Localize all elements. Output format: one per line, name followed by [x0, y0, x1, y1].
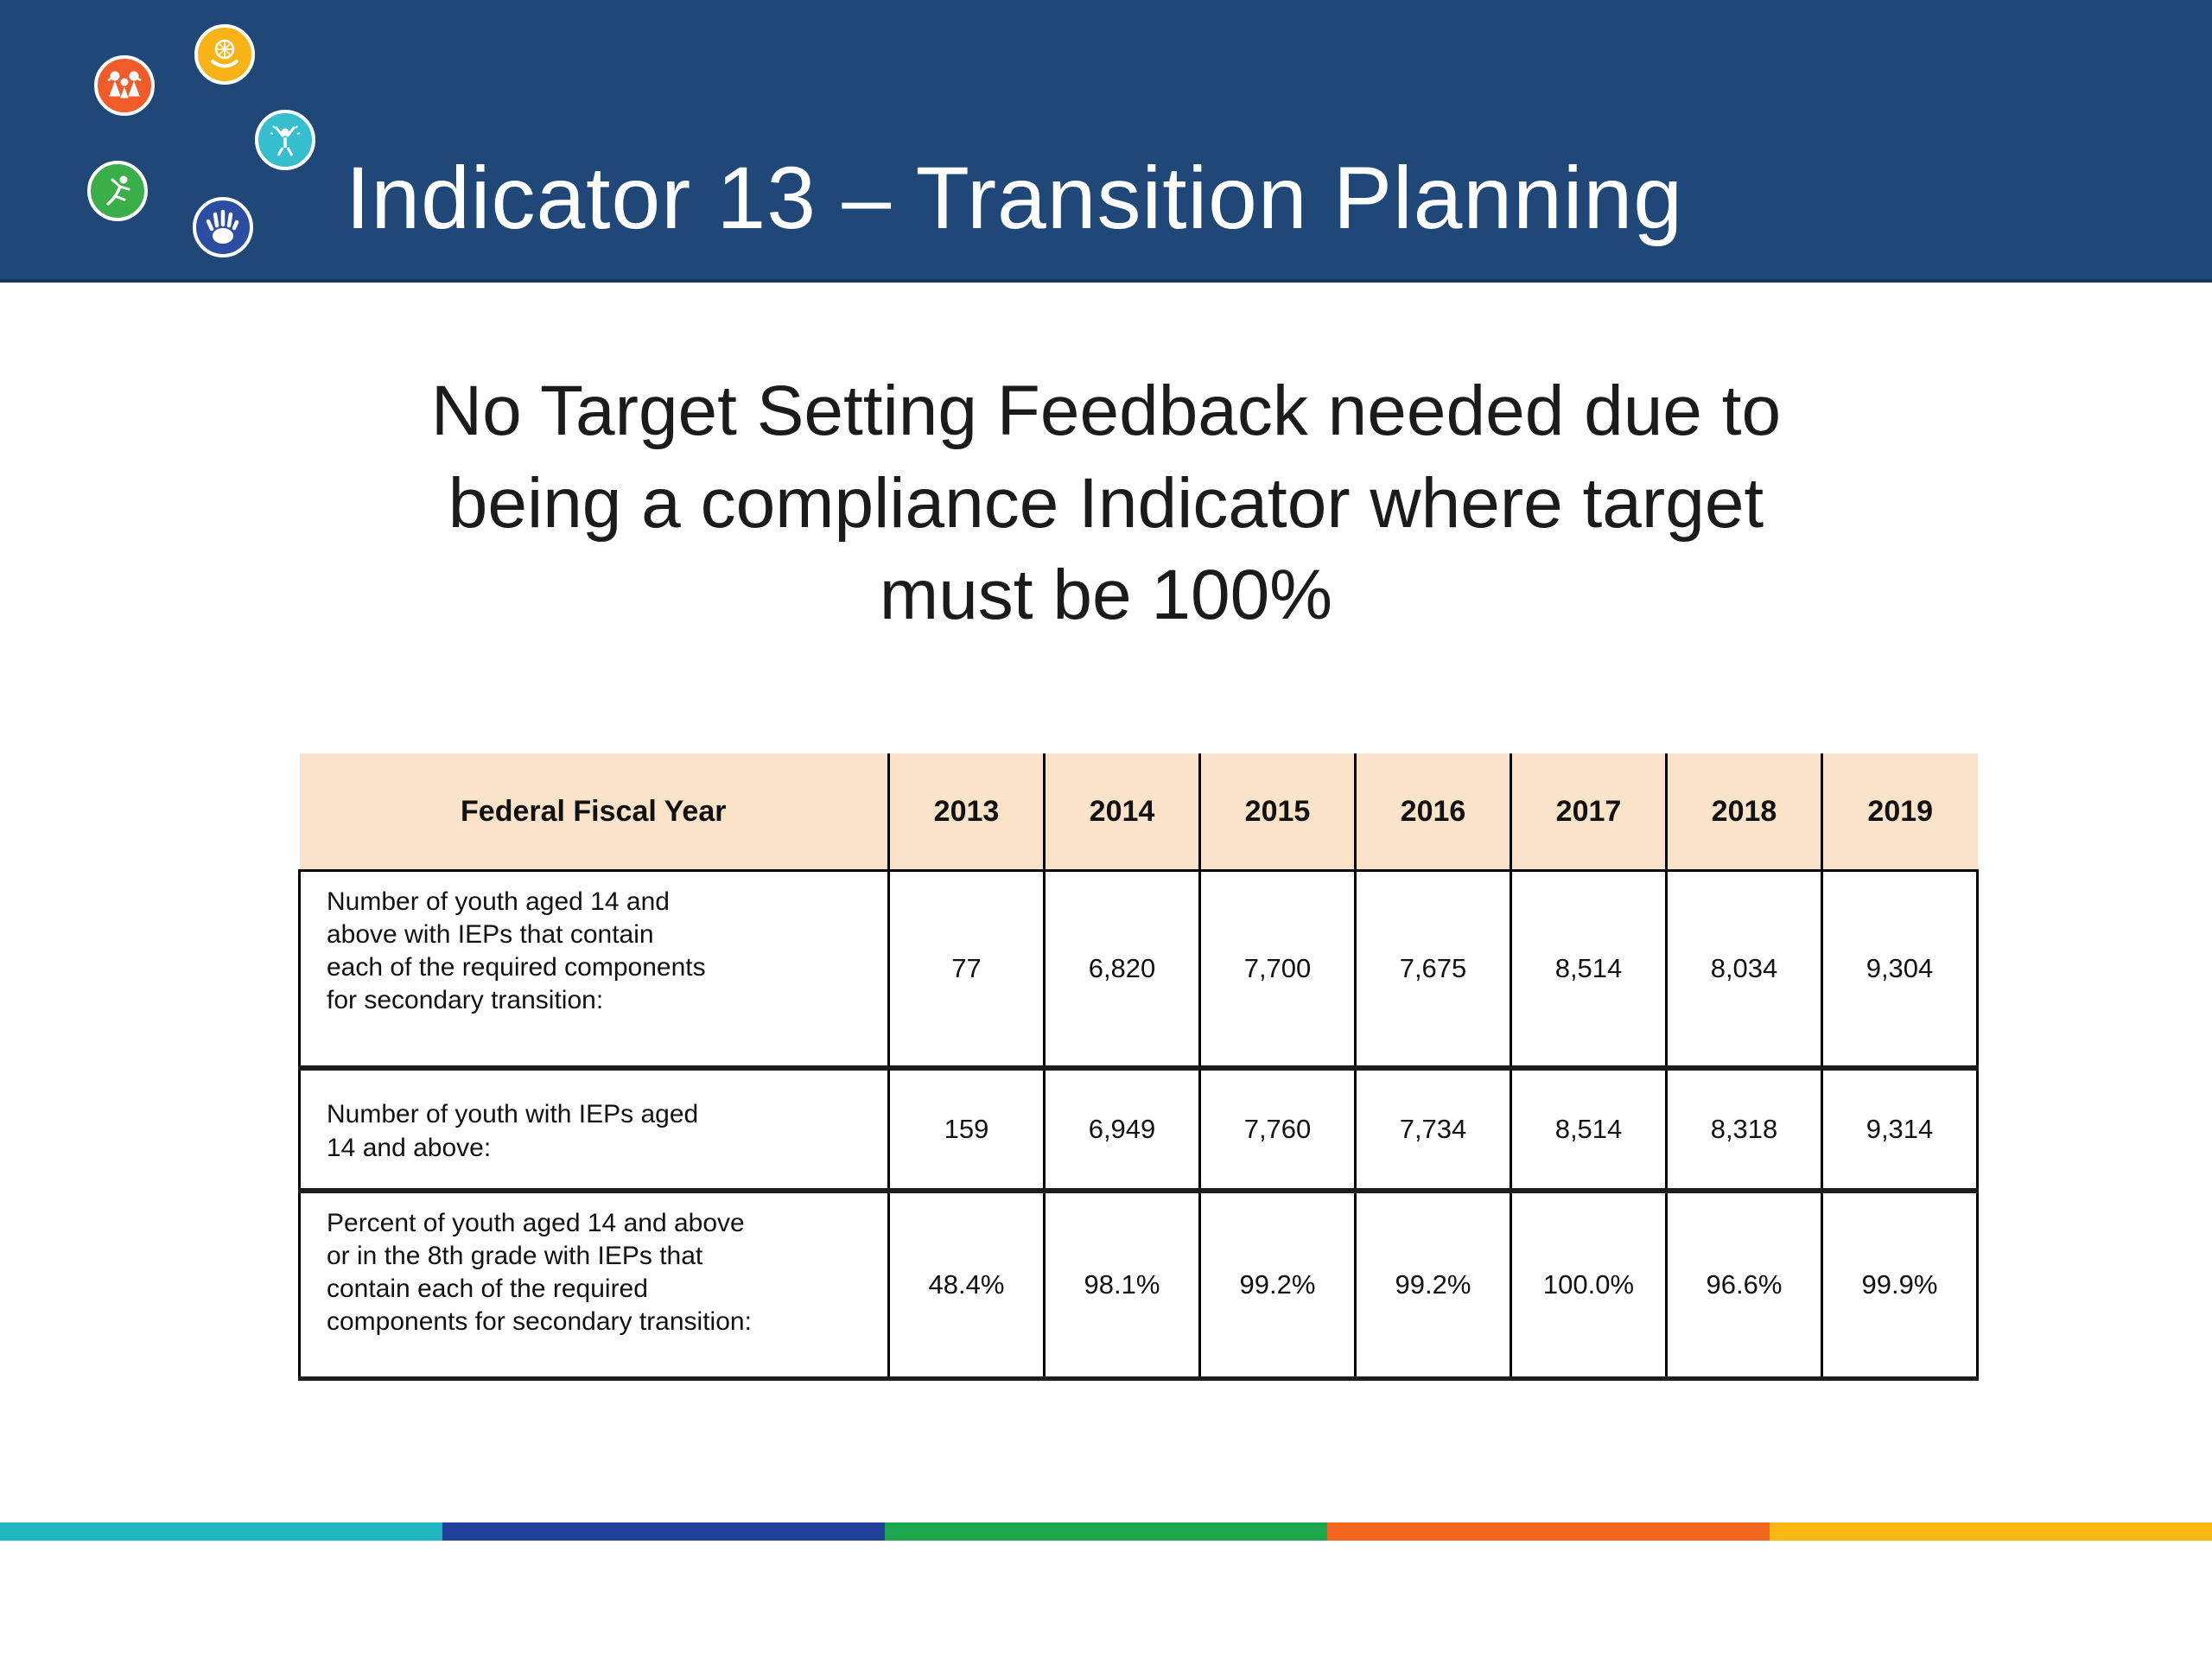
row-label-cell: Number of youth with IEPs aged 14 and ab… — [298, 1067, 889, 1193]
value-cell: 7,675 — [1354, 870, 1511, 1071]
value-cell: 7,760 — [1198, 1067, 1356, 1193]
program-logo — [87, 24, 315, 257]
value-cell: 99.9% — [1821, 1190, 1979, 1381]
table-row: Number of youth aged 14 and above with I… — [298, 870, 1979, 1071]
header-cell-year: 2016 — [1354, 753, 1511, 872]
footer-bar-segment — [442, 1522, 885, 1541]
value-cell: 9,314 — [1821, 1067, 1979, 1193]
value-cell: 99.2% — [1198, 1190, 1356, 1381]
footer-color-bar — [0, 1522, 2212, 1541]
value-cell: 96.6% — [1665, 1190, 1822, 1381]
value-cell: 99.2% — [1354, 1190, 1511, 1381]
table-header-row: Federal Fiscal Year 2013 2014 2015 2016 2017 2… — [299, 753, 1978, 872]
value-cell: 7,700 — [1198, 870, 1356, 1071]
footer-bar-segment — [885, 1522, 1327, 1541]
leaping-person-icon — [106, 175, 130, 206]
table-row: Number of youth with IEPs aged 14 and ab… — [298, 1067, 1979, 1193]
value-cell: 8,318 — [1665, 1067, 1822, 1193]
value-cell: 98.1% — [1043, 1190, 1200, 1381]
footer-bar-segment — [0, 1522, 442, 1541]
header-banner: Indicator 13 – Transition Planning — [0, 0, 2212, 283]
main-heading: No Target Setting Feedback needed due to… — [430, 372, 1782, 635]
header-cell-year: 2018 — [1665, 753, 1822, 872]
swirl-center-hole — [159, 97, 238, 176]
table-body: Number of youth aged 14 and above with I… — [298, 870, 1979, 1381]
value-cell: 159 — [887, 1067, 1045, 1193]
value-cell: 9,304 — [1821, 870, 1979, 1071]
value-cell: 100.0% — [1510, 1190, 1667, 1381]
open-hand-icon — [206, 209, 239, 244]
header-cell-fiscal-year: Federal Fiscal Year — [299, 753, 889, 872]
family-icon — [107, 71, 142, 99]
footer-bar-segment — [1327, 1522, 1770, 1541]
table-row: Percent of youth aged 14 and above or in… — [298, 1190, 1979, 1381]
value-cell: 6,949 — [1043, 1067, 1200, 1193]
value-cell: 6,820 — [1043, 870, 1200, 1071]
value-cell: 8,514 — [1510, 1067, 1667, 1193]
value-cell: 8,034 — [1665, 870, 1822, 1071]
slide-title: Indicator 13 – Transition Planning — [346, 149, 1683, 248]
header-cell-year: 2013 — [887, 753, 1045, 872]
celebration-icon — [270, 125, 301, 156]
header-cell-year: 2015 — [1198, 753, 1356, 872]
header-cell-year: 2017 — [1510, 753, 1667, 872]
header-cell-year: 2019 — [1821, 753, 1978, 872]
row-label-cell: Number of youth aged 14 and above with I… — [298, 870, 889, 1071]
swirl-pinwheel-icon — [105, 41, 294, 231]
fiscal-year-table: Federal Fiscal Year 2013 2014 2015 2016 2017 2… — [298, 753, 1979, 1381]
row-label-cell: Percent of youth aged 14 and above or in… — [298, 1190, 889, 1381]
value-cell: 7,734 — [1354, 1067, 1511, 1193]
table-container: Federal Fiscal Year 2013 2014 2015 2016 2017 2… — [298, 753, 1979, 1381]
value-cell: 77 — [887, 870, 1045, 1071]
header-cell-year: 2014 — [1043, 753, 1200, 872]
value-cell: 8,514 — [1510, 870, 1667, 1071]
value-cell: 48.4% — [887, 1190, 1045, 1381]
open-hand-badge — [193, 197, 253, 257]
footer-bar-segment — [1770, 1522, 2212, 1541]
hand-compass-icon — [211, 39, 238, 68]
